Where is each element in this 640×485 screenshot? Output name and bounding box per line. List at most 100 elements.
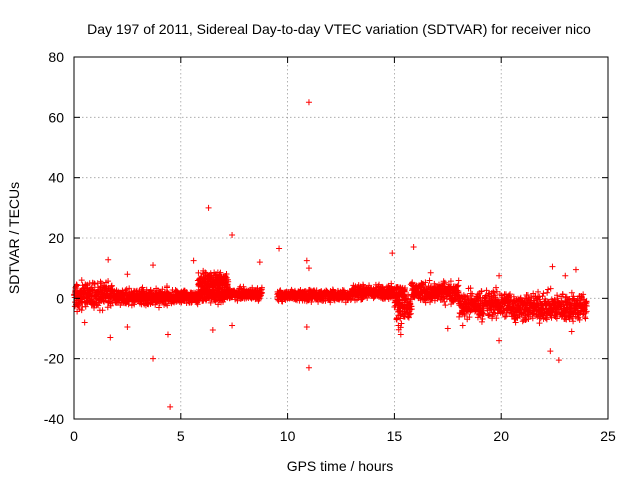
data-point-outlier: [444, 325, 451, 332]
data-point: [224, 281, 231, 288]
y-tick-label: -40: [44, 411, 64, 427]
data-point-outlier: [389, 250, 396, 257]
data-point: [225, 278, 232, 285]
x-tick-label: 15: [387, 428, 403, 444]
data-point: [163, 283, 170, 290]
data-point: [409, 279, 416, 286]
data-point: [408, 306, 415, 313]
data-point-outlier: [459, 322, 466, 329]
data-point: [454, 283, 461, 290]
data-point: [461, 312, 468, 319]
data-point: [195, 269, 202, 276]
data-point: [78, 307, 85, 314]
data-point: [496, 303, 503, 310]
data-point: [543, 316, 550, 323]
y-axis-label: SDTVAR / TECUs: [6, 182, 22, 294]
data-point-outlier: [427, 269, 434, 276]
data-point-outlier: [150, 355, 157, 362]
data-point: [122, 289, 129, 296]
data-point: [73, 281, 80, 288]
data-point: [405, 314, 412, 321]
data-point-outlier: [568, 328, 575, 335]
data-point: [139, 284, 146, 291]
data-point-outlier: [496, 272, 503, 279]
data-point: [397, 289, 404, 296]
data-point: [406, 311, 413, 318]
data-point: [447, 278, 454, 285]
data-point: [439, 294, 446, 301]
data-point: [95, 302, 102, 309]
data-point: [512, 319, 519, 326]
data-point: [308, 298, 315, 305]
data-point: [466, 314, 473, 321]
data-point: [360, 282, 367, 289]
data-point: [164, 302, 171, 309]
data-point: [89, 286, 96, 293]
data-point: [491, 309, 498, 316]
data-point: [480, 310, 487, 317]
data-point: [478, 288, 485, 295]
data-point: [519, 318, 526, 325]
data-point: [202, 269, 209, 276]
data-point: [565, 297, 572, 304]
data-point: [397, 324, 404, 331]
data-point: [548, 314, 555, 321]
data-point-outlier: [81, 319, 88, 326]
data-point: [467, 285, 474, 292]
data-point-outlier: [303, 257, 310, 264]
data-point: [126, 285, 133, 292]
data-point-outlier: [305, 364, 312, 371]
data-point: [483, 287, 490, 294]
data-point-outlier: [229, 231, 236, 238]
data-point: [507, 291, 514, 298]
data-point: [207, 299, 214, 306]
data-point: [500, 307, 507, 314]
data-point: [234, 297, 241, 304]
data-point-outlier: [547, 348, 554, 355]
data-point: [402, 285, 409, 292]
data-point: [99, 307, 106, 314]
data-point-outlier: [107, 334, 114, 341]
data-point: [105, 278, 112, 285]
data-point: [442, 302, 449, 309]
data-point: [545, 286, 552, 293]
data-point-outlier: [164, 331, 171, 338]
data-point-outlier: [124, 323, 131, 330]
data-point-outlier: [572, 266, 579, 273]
data-point: [392, 286, 399, 293]
data-point-outlier: [549, 263, 556, 270]
data-point: [488, 295, 495, 302]
data-point-outlier: [305, 265, 312, 272]
data-point: [544, 289, 551, 296]
data-point: [480, 304, 487, 311]
data-point-outlier: [397, 331, 404, 338]
data-point: [469, 290, 476, 297]
chart-title: Day 197 of 2011, Sidereal Day-to-day VTE…: [87, 21, 591, 37]
data-point: [400, 291, 407, 298]
data-point: [207, 270, 214, 277]
data-point: [583, 299, 590, 306]
data-point-outlier: [305, 99, 312, 106]
data-point: [322, 297, 329, 304]
data-point: [510, 293, 517, 300]
data-point: [422, 279, 429, 286]
data-point: [539, 293, 546, 300]
data-point-outlier: [410, 244, 417, 251]
data-point: [568, 289, 575, 296]
data-point: [152, 301, 159, 308]
y-tick-label: -20: [44, 351, 64, 367]
data-point: [493, 315, 500, 322]
data-point-outlier: [256, 259, 263, 266]
data-point: [455, 277, 462, 284]
x-tick-label: 20: [493, 428, 509, 444]
x-axis-label: GPS time / hours: [287, 458, 394, 474]
data-point: [448, 301, 455, 308]
data-point: [258, 287, 265, 294]
data-point-outlier: [209, 327, 216, 334]
data-point-outlier: [124, 271, 131, 278]
data-point-outlier: [167, 403, 174, 410]
data-point: [535, 288, 542, 295]
data-point: [501, 313, 508, 320]
y-tick-label: 60: [48, 109, 64, 125]
